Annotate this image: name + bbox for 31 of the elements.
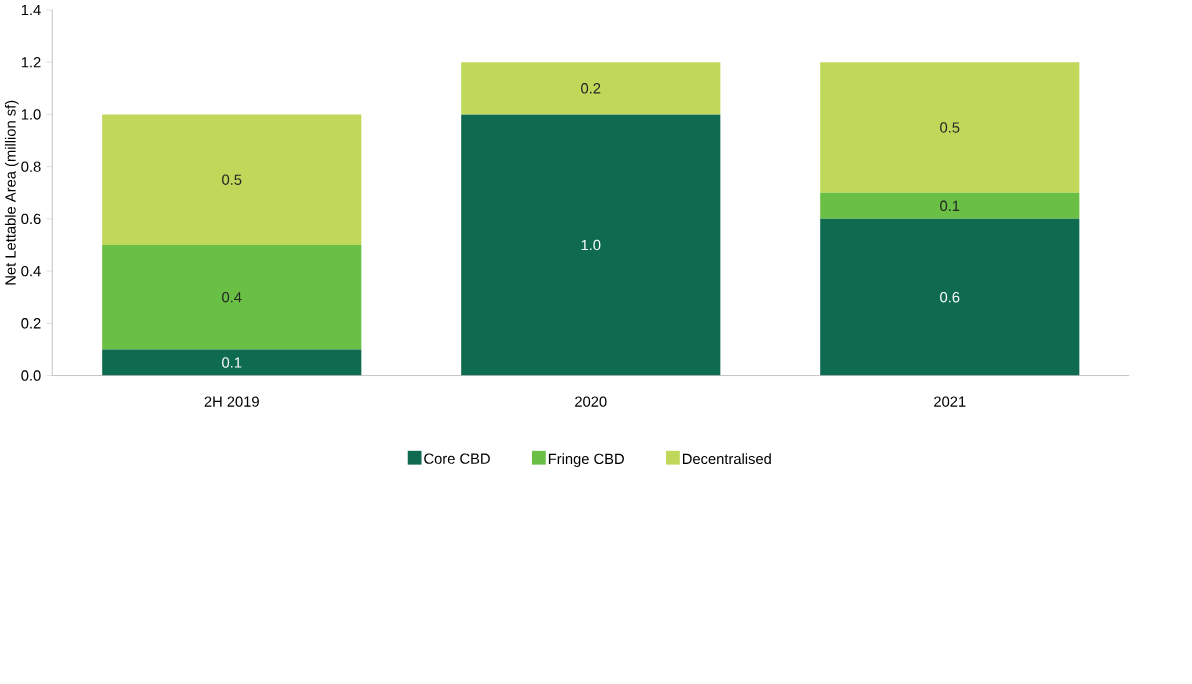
data-label: 0.2	[581, 83, 601, 94]
data-label: 1.0	[581, 239, 601, 251]
bar	[820, 192, 1080, 220]
bar	[102, 349, 362, 376]
legend-label: Fringe CBD	[548, 453, 624, 468]
legend-label: Core CBD	[424, 453, 490, 465]
bar	[820, 219, 1080, 376]
data-label: 0.5	[222, 174, 242, 186]
bar	[461, 114, 721, 376]
bar	[820, 62, 1080, 193]
x-tick-label: 2021	[934, 396, 966, 407]
y-tick-label: 1.2	[21, 57, 41, 68]
data-label: 0.1	[940, 200, 960, 212]
y-tick-label: 0.4	[21, 266, 41, 277]
y-tick-label: 1.0	[21, 109, 41, 120]
x-tick-label: 2020	[575, 396, 607, 407]
y-tick-label: 0.6	[21, 213, 41, 225]
y-tick-label: 0.8	[21, 161, 41, 173]
bar	[102, 114, 362, 246]
x-tick-label: 2H 2019	[204, 396, 259, 407]
y-tick-label: 1.4	[21, 5, 41, 16]
data-label: 0.1	[222, 357, 242, 368]
data-label: 0.6	[940, 292, 960, 303]
data-label: 0.4	[222, 292, 242, 303]
y-tick-label: 0.0	[21, 370, 41, 381]
bar	[102, 245, 362, 350]
y-tick-label: 0.2	[21, 318, 41, 329]
data-label: 0.5	[940, 122, 960, 133]
y-axis-title: Net Lettable Area (million sf)	[4, 100, 19, 285]
legend-label: Decentralised	[682, 453, 771, 465]
bar	[461, 62, 721, 115]
